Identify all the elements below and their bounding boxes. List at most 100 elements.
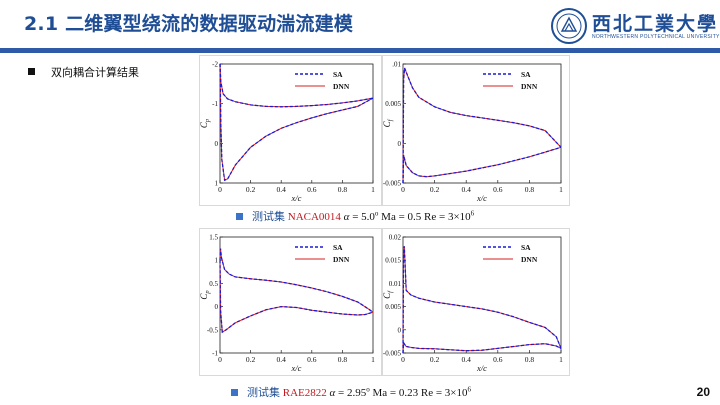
y-axis-label: Cf	[383, 118, 394, 127]
y-tick-label: -0.005	[383, 180, 401, 188]
x-axis-label: x/c	[476, 193, 487, 203]
y-axis-label: Cf	[383, 290, 394, 299]
x-tick-label: 1	[371, 185, 375, 194]
series-dnn-lower-line	[219, 63, 374, 108]
x-tick-label: 0	[401, 355, 405, 364]
caption-conditions: Ma = 0.5 Re = 3×10	[378, 211, 471, 223]
legend-sa-label: SA	[333, 243, 343, 252]
y-tick-label: 0.015	[385, 257, 401, 265]
caption-bullet-icon	[231, 389, 238, 396]
logo-subtitle: NORTHWESTERN POLYTECHNICAL UNIVERSITY	[592, 34, 720, 40]
caption-rae2822: 测试集 RAE2822 α = 2.95o Ma = 0.23 Re = 3×1…	[231, 384, 471, 400]
caption-prefix: 测试集	[247, 386, 280, 399]
y-axis-label: Cp	[200, 290, 211, 300]
x-tick-label: 0	[401, 185, 405, 194]
x-axis-label: x/c	[291, 363, 302, 373]
y-tick-label: 0.005	[385, 303, 401, 311]
x-tick-label: 1	[559, 185, 563, 194]
x-tick-label: 0.8	[338, 185, 348, 194]
logo-wordmark: 西北工業大學	[592, 13, 719, 35]
legend-sa-label: SA	[521, 243, 531, 252]
section-heading: 双向耦合计算结果	[28, 64, 139, 80]
university-logo: 西北工業大學 NORTHWESTERN POLYTECHNICAL UNIVER…	[550, 7, 719, 45]
x-tick-label: 0.6	[307, 355, 317, 364]
series-sa-lower-line	[219, 63, 374, 108]
caption-degree: o	[366, 385, 370, 394]
series-dnn-upper-line	[219, 248, 374, 313]
y-tick-label: 0.02	[389, 234, 402, 242]
y-axis-label-subscript: p	[204, 290, 211, 295]
series-sa-upper-line	[219, 63, 374, 182]
caption-bullet-icon	[236, 213, 243, 220]
caption-case: RAE2822	[282, 387, 327, 399]
section-heading-text: 双向耦合计算结果	[51, 66, 139, 79]
y-tick-label: -1	[212, 100, 218, 108]
y-tick-label: 0	[215, 303, 219, 311]
legend-sa-label: SA	[521, 70, 531, 79]
series-sa-upper-line	[219, 248, 374, 313]
legend-dnn-label: DNN	[333, 82, 350, 91]
series-dnn-upper-line	[402, 246, 562, 354]
chart-cp-rae2822: 0 0.2 0.4 0.6 0.8 1 -1 -0.5 0 0.5 1 1.5 x/c Cp SA DNN	[199, 228, 382, 376]
caption-conditions: Ma = 0.23 Re = 3×10	[369, 387, 468, 399]
x-tick-label: 0.2	[246, 355, 256, 364]
caption-exponent: 6	[470, 209, 475, 218]
y-tick-label: 1	[215, 257, 219, 265]
y-tick-label: -2	[212, 61, 218, 69]
y-tick-label: 0.5	[209, 280, 218, 288]
caption-degree: o	[374, 209, 379, 218]
x-tick-label: 0.4	[277, 185, 287, 194]
y-tick-label: 0.005	[385, 100, 401, 108]
x-tick-label: 0.8	[525, 355, 535, 364]
y-tick-label: -0.005	[383, 350, 401, 358]
y-tick-label: -0.5	[207, 326, 219, 334]
series-dnn-lower-line	[219, 260, 374, 333]
x-tick-label: 0.4	[462, 355, 472, 364]
university-emblem-icon	[551, 8, 587, 44]
x-axis-label: x/c	[291, 193, 302, 203]
x-tick-label: 0.6	[307, 185, 317, 194]
caption-alpha-value: = 5.0	[352, 211, 375, 223]
y-tick-label: 0	[398, 326, 402, 334]
y-tick-label: 1	[215, 180, 219, 188]
y-tick-label: 0	[215, 140, 219, 148]
x-tick-label: 0	[218, 355, 222, 364]
plot-frame	[219, 236, 374, 354]
header-divider	[0, 48, 720, 53]
x-tick-label: 1	[559, 355, 563, 364]
caption-alpha-symbol: α	[343, 211, 350, 223]
plot-frame	[402, 63, 562, 184]
caption-case: NACA0014	[287, 211, 341, 223]
series-sa-upper-line	[402, 246, 562, 354]
legend-dnn-label: DNN	[521, 82, 538, 91]
legend-sa-label: SA	[333, 70, 343, 79]
series-dnn-lower-line	[402, 146, 562, 184]
x-tick-label: 0.2	[246, 185, 256, 194]
y-axis-label-subscript: f	[387, 118, 394, 121]
legend-dnn-label: DNN	[333, 255, 350, 264]
chart-svg: 0 0.2 0.4 0.6 0.8 1 -1 -0.5 0 0.5 1 1.5 x/c Cp SA DNN	[200, 234, 375, 374]
y-tick-label: 0.01	[389, 280, 402, 288]
caption-prefix: 测试集	[252, 210, 285, 223]
chart-cf-rae2822: 0 0.2 0.4 0.6 0.8 1 -0.005 0 0.005 0.01 0.015 0.02 x…	[382, 228, 570, 376]
y-tick-label: -1	[212, 350, 218, 358]
x-tick-label: 0.6	[493, 355, 503, 364]
caption-exponent: 6	[467, 385, 472, 394]
series-sa-lower-line	[219, 260, 374, 334]
caption-alpha-symbol: α	[329, 387, 336, 399]
square-bullet-icon	[28, 68, 35, 75]
y-axis-label-subscript: p	[204, 118, 211, 123]
chart-cp-naca0014: 0 0.2 0.4 0.6 0.8 1 -2 -1 0 1 x/c Cp SA DNN	[199, 55, 382, 206]
series-dnn-upper-line	[219, 63, 374, 181]
series-sa-lower-line	[402, 340, 562, 354]
page-number: 20	[696, 385, 710, 399]
x-tick-label: 0.8	[525, 185, 535, 194]
y-axis-label: Cp	[200, 118, 211, 128]
series-sa-lower-line	[402, 146, 562, 184]
x-tick-label: 0.4	[277, 355, 287, 364]
x-tick-label: 0.2	[430, 185, 440, 194]
x-tick-label: 1	[371, 355, 375, 364]
y-tick-label: 1.5	[209, 234, 218, 242]
x-tick-label: 0.2	[430, 355, 440, 364]
